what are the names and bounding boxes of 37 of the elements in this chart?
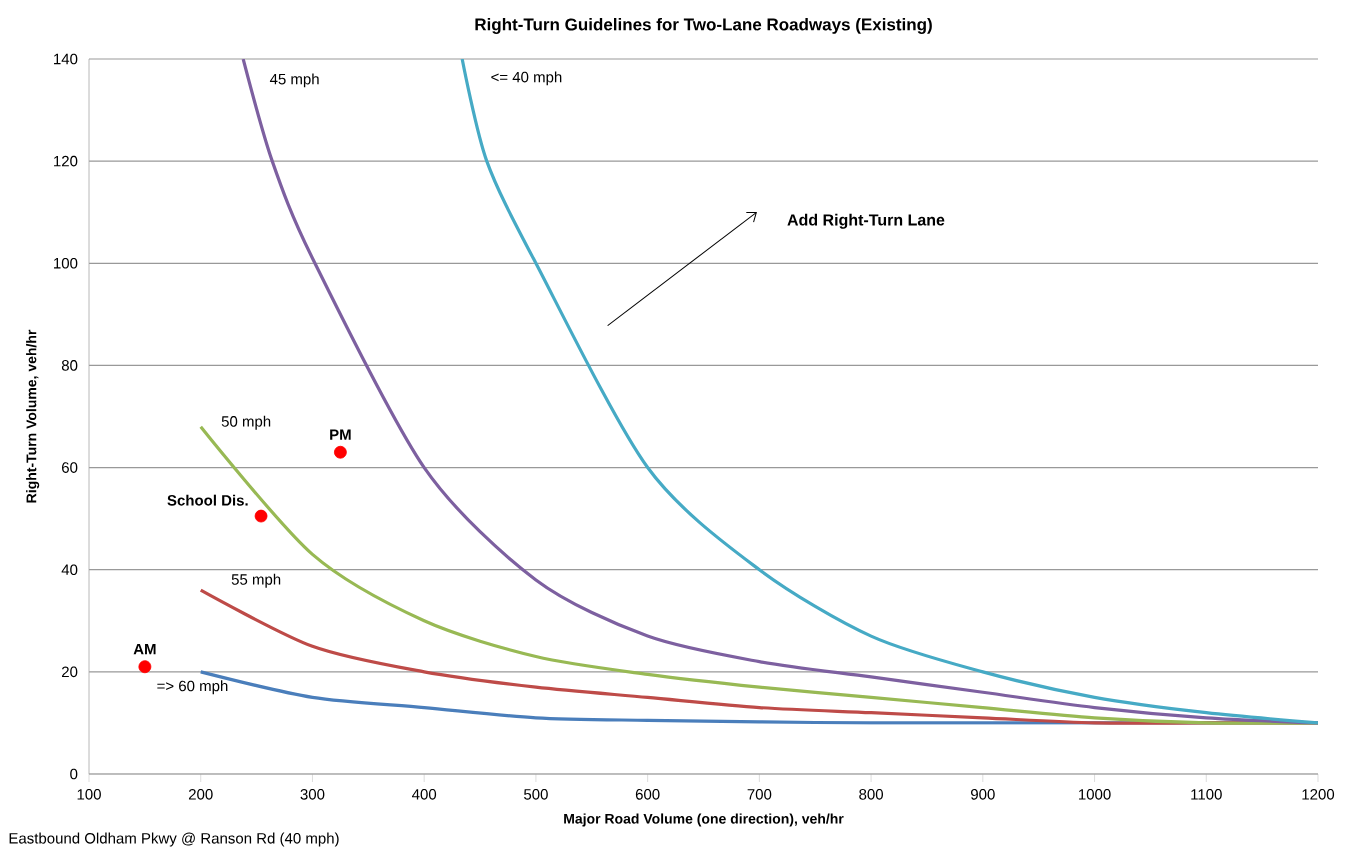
x-tick-label: 1000 (1078, 789, 1111, 800)
annotation: School Dis. (167, 494, 248, 506)
point (254, 509, 268, 523)
chart-title: Right-Turn Guidelines for Two-Lane Roadways (Existing) (475, 17, 932, 34)
series-label: 45 mph (269, 73, 319, 88)
x-tick-label: 900 (971, 789, 995, 800)
y-tick-label: 40 (61, 564, 78, 576)
y-axis-title: Right-Turn Volume, veh/hr (26, 329, 40, 503)
x-tick-label: 1100 (1191, 789, 1222, 800)
series-label: => 60 mph (157, 680, 228, 695)
annotation: Add Right-Turn Lane (787, 213, 945, 229)
y-tick-label: 0 (70, 768, 78, 780)
x-axis-title: Major Road Volume (one direction), veh/hr (564, 813, 844, 827)
point (333, 445, 347, 459)
series-label: 55 mph (231, 573, 281, 588)
x-tick-label: 200 (188, 789, 213, 800)
text: Eastbound Oldham Pkwy @ Ranson Rd (40 mph) (9, 832, 339, 847)
y-tick-label: 20 (62, 666, 78, 678)
x-tick-label: 800 (859, 789, 884, 800)
line-series (460, 58, 1318, 725)
x-tick-label: 400 (412, 789, 437, 800)
series-label: 50 mph (221, 415, 271, 430)
y-tick-label: 100 (54, 257, 78, 269)
annotation: PM (330, 429, 351, 440)
y-tick-label: 140 (54, 53, 78, 65)
point (138, 660, 152, 674)
y-tick-label: 60 (62, 462, 78, 473)
x-tick-label: 700 (747, 789, 772, 800)
y-tick-label: 80 (61, 360, 78, 371)
x-tick-label: 1200 (1302, 789, 1335, 800)
x-tick-label: 300 (300, 789, 325, 800)
y-tick-label: 120 (54, 155, 78, 167)
series-label: <= 40 mph (491, 71, 562, 86)
x-tick-label: 100 (77, 789, 101, 800)
x-tick-label: 600 (635, 789, 660, 800)
annotation: AM (133, 644, 156, 655)
x-tick-label: 500 (524, 789, 548, 800)
